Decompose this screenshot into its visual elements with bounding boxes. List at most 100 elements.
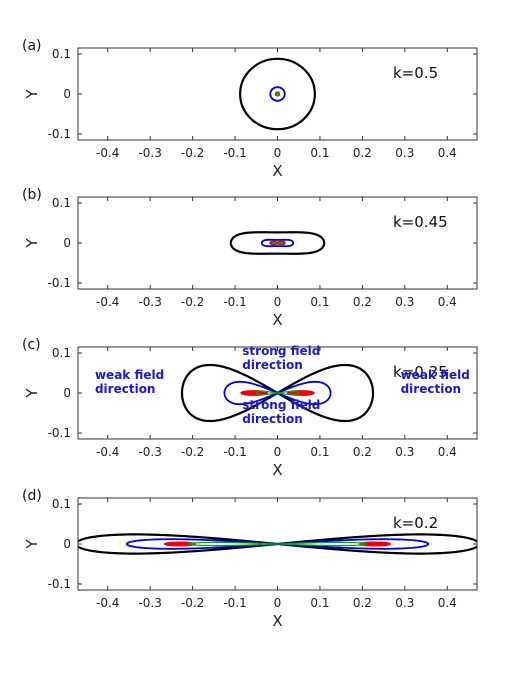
x-axis-label: X xyxy=(272,311,282,329)
x-tick-label: -0.2 xyxy=(181,146,204,160)
x-axis-label: X xyxy=(272,162,282,180)
direction-annotation: direction xyxy=(242,358,303,372)
k-value-label: k=0.5 xyxy=(393,64,438,82)
y-axis-label: Y xyxy=(23,539,41,550)
y-tick-label: 0.1 xyxy=(52,47,71,61)
direction-annotation: strong field xyxy=(242,344,320,358)
contour-level-0 xyxy=(229,231,326,255)
contour-lobe-3 xyxy=(271,241,277,245)
contour-lobe-2 xyxy=(359,541,392,547)
x-tick-label: 0 xyxy=(274,445,282,459)
contour-level-3 xyxy=(255,390,300,396)
contours xyxy=(229,231,326,255)
panel-label: (a) xyxy=(22,38,42,54)
y-tick-label: 0 xyxy=(63,537,71,551)
contour-level-0 xyxy=(180,363,375,423)
panel-label: (c) xyxy=(22,337,41,353)
x-tick-label: -0.1 xyxy=(223,295,246,309)
direction-annotation: weak field xyxy=(401,368,470,382)
contour-lobe-2 xyxy=(287,390,315,396)
y-axis-label: Y xyxy=(23,89,41,100)
panel-d: -0.4 -0.3 -0.2 -0.1 0 0.1 0.2 0.3 0.4 0.1 0 -0.1 X Y (… xyxy=(22,488,478,630)
y-tick-label: 0.1 xyxy=(52,497,71,511)
direction-annotation: direction xyxy=(242,412,303,426)
panel-b: -0.4 -0.3 -0.2 -0.1 0 0.1 0.2 0.3 0.4 0.1 0 -0.1 X Y (… xyxy=(22,187,478,329)
direction-annotation: weak field xyxy=(95,368,164,382)
x-tick-label: -0.3 xyxy=(138,295,161,309)
x-tick-label: 0.4 xyxy=(438,295,457,309)
contour-level-2 xyxy=(274,91,281,97)
y-axis-label: Y xyxy=(23,388,41,399)
x-tick-label: -0.1 xyxy=(223,146,246,160)
y-tick-label: 0 xyxy=(63,386,71,400)
y-tick-label: -0.1 xyxy=(48,577,71,591)
y-tick-label: -0.1 xyxy=(48,426,71,440)
contour-lobe-3 xyxy=(278,241,284,245)
k-value-label: k=0.35 xyxy=(393,363,448,381)
x-tick-label: -0.4 xyxy=(96,295,119,309)
x-tick-label: -0.4 xyxy=(96,445,119,459)
panel-c: -0.4 -0.3 -0.2 -0.1 0 0.1 0.2 0.3 0.4 0.1 0 -0.1 X Y (… xyxy=(22,337,478,479)
x-tick-label: 0 xyxy=(274,295,282,309)
x-tick-label: 0.1 xyxy=(310,445,329,459)
contours xyxy=(78,533,477,555)
x-axis-label: X xyxy=(272,612,282,630)
x-tick-label: 0.3 xyxy=(395,596,414,610)
x-tick-label: -0.3 xyxy=(138,146,161,160)
contour-level-1 xyxy=(269,86,286,102)
contour-lobe-2 xyxy=(240,390,268,396)
x-tick-label: 0.3 xyxy=(395,295,414,309)
direction-annotation: direction xyxy=(401,382,462,396)
x-tick-label: -0.2 xyxy=(181,596,204,610)
x-tick-label: 0.2 xyxy=(353,295,372,309)
x-tick-label: -0.4 xyxy=(96,146,119,160)
x-tick-label: 0.4 xyxy=(438,596,457,610)
y-axis-label: Y xyxy=(23,238,41,249)
x-tick-label: 0.3 xyxy=(395,445,414,459)
contours xyxy=(239,57,316,131)
panel-a: -0.4 -0.3 -0.2 -0.1 0 0.1 0.2 0.3 0.4 0.1 0 -0.1 X Y (… xyxy=(22,38,478,180)
contour-level-1 xyxy=(260,238,295,248)
x-tick-label: 0.3 xyxy=(395,146,414,160)
y-tick-label: 0 xyxy=(63,236,71,250)
x-tick-label: -0.2 xyxy=(181,445,204,459)
y-tick-label: -0.1 xyxy=(48,276,71,290)
x-tick-label: -0.4 xyxy=(96,596,119,610)
x-tick-label: 0.2 xyxy=(353,596,372,610)
x-tick-label: 0 xyxy=(274,596,282,610)
x-tick-label: -0.1 xyxy=(223,445,246,459)
y-tick-label: 0.1 xyxy=(52,346,71,360)
x-tick-label: 0.1 xyxy=(310,596,329,610)
x-tick-label: -0.2 xyxy=(181,295,204,309)
direction-annotation: direction xyxy=(95,382,156,396)
k-value-label: k=0.2 xyxy=(393,514,438,532)
x-tick-label: 0.2 xyxy=(353,146,372,160)
k-value-label: k=0.45 xyxy=(393,213,448,231)
axes-box xyxy=(77,47,478,141)
x-tick-label: 0.4 xyxy=(438,146,457,160)
x-tick-label: 0.2 xyxy=(353,445,372,459)
contours xyxy=(180,363,375,423)
x-tick-label: 0.1 xyxy=(310,295,329,309)
x-tick-label: -0.3 xyxy=(138,596,161,610)
panel-label: (b) xyxy=(22,187,42,203)
panel-label: (d) xyxy=(22,488,42,504)
y-tick-label: -0.1 xyxy=(48,127,71,141)
contour-level-1 xyxy=(223,380,332,406)
contour-level-0 xyxy=(239,57,316,131)
contour-level-1 xyxy=(125,538,430,550)
x-axis-label: X xyxy=(272,461,282,479)
y-tick-label: 0.1 xyxy=(52,196,71,210)
direction-annotation: strong field xyxy=(242,398,320,412)
x-tick-label: 0.1 xyxy=(310,146,329,160)
x-tick-label: 0 xyxy=(274,146,282,160)
contour-lobe-2 xyxy=(163,541,196,547)
contour-level-0 xyxy=(78,533,477,555)
x-tick-label: 0.4 xyxy=(438,445,457,459)
x-tick-label: -0.1 xyxy=(223,596,246,610)
y-tick-label: 0 xyxy=(63,87,71,101)
contour-level-3 xyxy=(275,92,280,96)
contour-level-3 xyxy=(187,541,368,547)
x-tick-label: -0.3 xyxy=(138,445,161,459)
